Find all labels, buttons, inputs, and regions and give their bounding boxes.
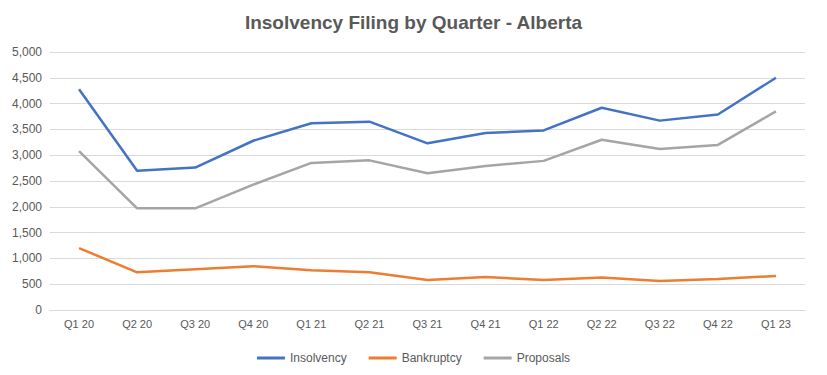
svg-text:3,000: 3,000 — [12, 148, 42, 162]
svg-text:Q3 21: Q3 21 — [413, 318, 443, 330]
svg-text:Q1 20: Q1 20 — [64, 318, 94, 330]
svg-text:Q1 21: Q1 21 — [296, 318, 326, 330]
svg-text:1,000: 1,000 — [12, 251, 42, 265]
svg-text:4,500: 4,500 — [12, 71, 42, 85]
svg-text:0: 0 — [35, 303, 42, 317]
svg-text:Q3 22: Q3 22 — [645, 318, 675, 330]
svg-text:Q4 20: Q4 20 — [238, 318, 268, 330]
svg-text:Proposals: Proposals — [517, 351, 570, 365]
svg-text:500: 500 — [22, 277, 42, 291]
svg-text:Insolvency Filing by Quarter -: Insolvency Filing by Quarter - Alberta — [245, 12, 583, 33]
svg-text:Q4 22: Q4 22 — [703, 318, 733, 330]
svg-text:Q2 20: Q2 20 — [122, 318, 152, 330]
svg-text:Q3 20: Q3 20 — [180, 318, 210, 330]
svg-text:Q2 22: Q2 22 — [587, 318, 617, 330]
svg-text:5,000: 5,000 — [12, 45, 42, 59]
svg-text:1,500: 1,500 — [12, 226, 42, 240]
svg-text:3,500: 3,500 — [12, 122, 42, 136]
svg-text:Q2 21: Q2 21 — [354, 318, 384, 330]
svg-text:Q1 22: Q1 22 — [529, 318, 559, 330]
svg-text:Insolvency: Insolvency — [290, 351, 347, 365]
svg-text:Q4 21: Q4 21 — [471, 318, 501, 330]
svg-text:2,000: 2,000 — [12, 200, 42, 214]
svg-text:4,000: 4,000 — [12, 97, 42, 111]
svg-text:2,500: 2,500 — [12, 174, 42, 188]
svg-text:Bankruptcy: Bankruptcy — [402, 351, 462, 365]
svg-text:Q1 23: Q1 23 — [761, 318, 791, 330]
